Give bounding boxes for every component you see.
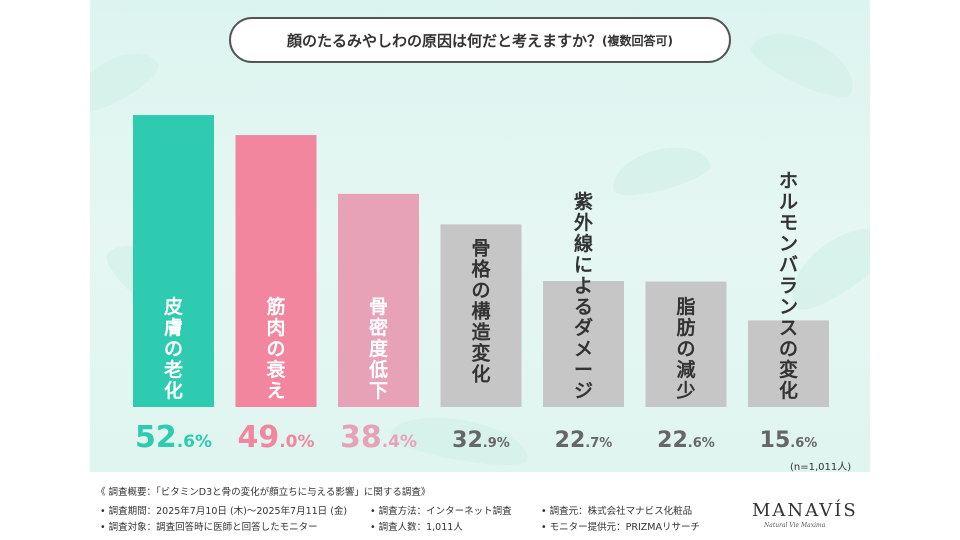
- brand-logo: MANAVÍS: [752, 500, 858, 521]
- leaf-decoration: [745, 18, 865, 107]
- survey-footer: [90, 472, 870, 540]
- footer-survey-source: • 調査元：株式会社マナビス化粧品: [541, 506, 693, 517]
- footer-survey-period: • 調査期間：2025年7月10日 (木)〜2025年7月11日 (金): [100, 506, 348, 517]
- leaf-decoration: [776, 210, 870, 320]
- leaf-decoration: [97, 227, 223, 343]
- footer-survey-count: • 調査人数：1,011人: [370, 522, 463, 533]
- title-sub: (複数回答可): [602, 33, 673, 48]
- leaf-decoration: [90, 40, 164, 120]
- chart-title: 顔のたるみやしわの原因は何だと考えますか？ (複数回答可): [229, 17, 731, 63]
- title-main: 顔のたるみやしわの原因は何だと考えますか？: [287, 31, 603, 50]
- footer-survey-method: • 調査方法：インターネット調査: [370, 506, 512, 517]
- sample-size-note: (n=1,011人): [790, 462, 852, 473]
- leaf-decoration: [387, 408, 533, 472]
- footer-survey-overview: 《 調査概要：「ビタミンD3と骨の変化が顔立ちに与える影響」に関する調査》: [96, 487, 431, 498]
- leaf-decoration: [606, 137, 714, 203]
- footer-monitor-provider: • モニター提供元：PRIZMAリサーチ: [541, 522, 700, 533]
- footer-survey-target: • 調査対象：調査回答時に医師と回答したモニター: [100, 522, 318, 533]
- chart-background: [90, 0, 870, 472]
- brand-tagline: Natural Vie Maxima: [764, 522, 826, 529]
